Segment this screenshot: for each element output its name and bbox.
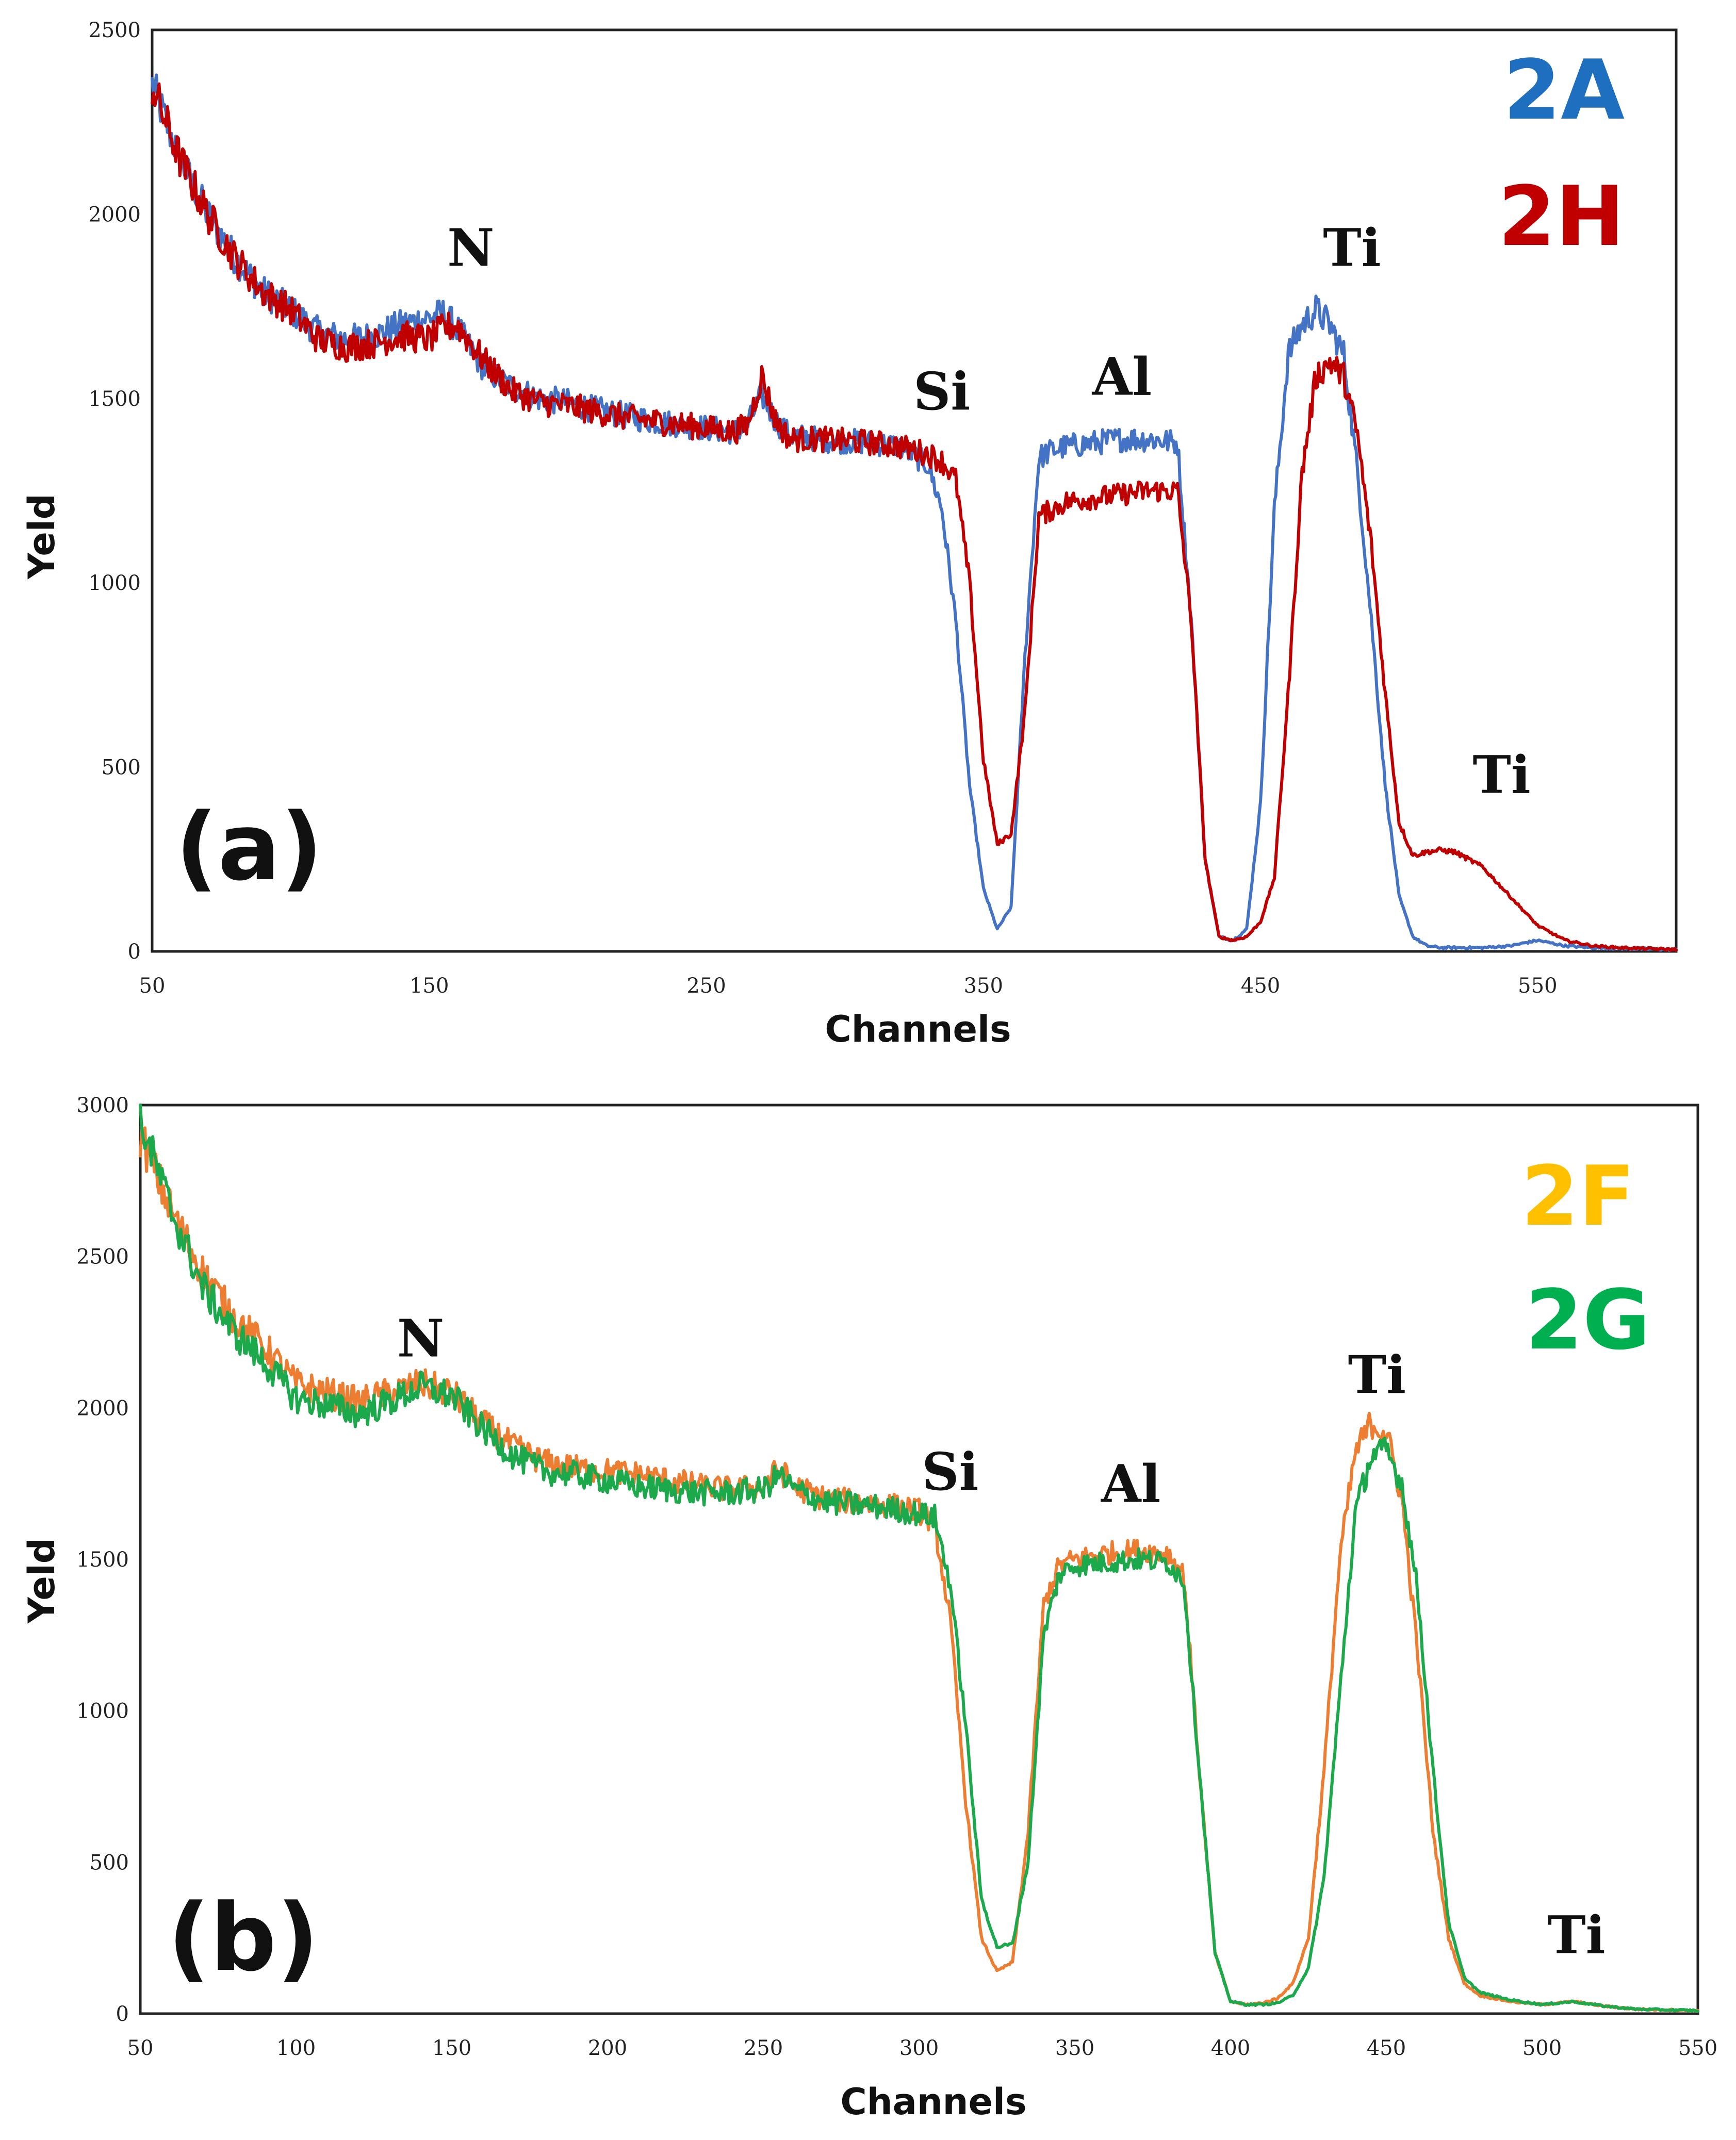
x-ticks-a: 50 150 250 350 450 550 xyxy=(139,974,1558,998)
panel-label-a: (a) xyxy=(175,794,323,901)
x-tick-label: 250 xyxy=(686,974,726,998)
series-layer-b xyxy=(139,1104,1699,2013)
peak-label-ti: Ti xyxy=(1323,217,1381,278)
x-tick-label: 100 xyxy=(276,2036,316,2060)
x-tick-label: 50 xyxy=(127,2036,154,2060)
y-tick-label: 1000 xyxy=(76,1700,129,1723)
y-tick-label: 1000 xyxy=(88,571,141,595)
x-tick-label: 200 xyxy=(588,2036,627,2060)
plot-frame-b xyxy=(139,1104,1699,2015)
peak-label-n: N xyxy=(397,1308,444,1369)
y-tick-label: 500 xyxy=(102,756,141,780)
x-tick-label: 350 xyxy=(1055,2036,1094,2060)
y-axis-title-a: Yeld xyxy=(21,493,63,580)
x-tick-label: 450 xyxy=(1367,2036,1406,2060)
peak-label-ti: Ti xyxy=(1547,1905,1605,1966)
x-tick-label: 350 xyxy=(964,974,1003,998)
y-tick-label: 2500 xyxy=(88,19,141,42)
y-ticks-a: 0 500 1000 1500 2000 2500 xyxy=(88,19,141,964)
x-tick-label: 500 xyxy=(1522,2036,1562,2060)
chart-panel-b: 0 500 1000 1500 2000 2500 3000 50 100 150 200 250 3… xyxy=(21,1094,1717,2123)
series-line-2H xyxy=(151,82,1678,952)
y-tick-label: 3000 xyxy=(76,1094,129,1117)
x-tick-label: 50 xyxy=(139,974,166,998)
peak-labels-a: N Si Al Ti Ti xyxy=(447,217,1531,805)
peak-label-si: Si xyxy=(922,1441,978,1502)
y-tick-label: 2000 xyxy=(88,203,141,226)
x-axis-title-b: Channels xyxy=(840,2081,1026,2123)
series-line-2F xyxy=(139,1126,1699,2013)
x-tick-label: 250 xyxy=(744,2036,783,2060)
y-tick-label: 1500 xyxy=(88,387,141,411)
peak-labels-b: N Si Al Ti Ti xyxy=(397,1308,1606,1965)
y-tick-label: 0 xyxy=(116,2002,129,2026)
x-tick-label: 150 xyxy=(432,2036,471,2060)
x-ticks-b: 50 100 150 200 250 300 350 400 450 500 550 xyxy=(127,2036,1718,2060)
panel-label-b: (b) xyxy=(168,1884,319,1992)
plot-frame-a xyxy=(151,28,1678,953)
legend-entry-2A: 2A xyxy=(1503,42,1625,138)
y-tick-label: 500 xyxy=(90,1851,129,1874)
x-tick-label: 300 xyxy=(899,2036,939,2060)
x-tick-label: 550 xyxy=(1678,2036,1717,2060)
legend-entry-2G: 2G xyxy=(1525,1272,1650,1368)
legend-entry-2H: 2H xyxy=(1498,168,1625,265)
x-tick-label: 150 xyxy=(410,974,449,998)
peak-label-si: Si xyxy=(913,361,970,422)
peak-label-ti: Ti xyxy=(1472,745,1530,805)
series-layer-a xyxy=(151,73,1678,952)
y-tick-label: 2500 xyxy=(76,1245,129,1269)
x-axis-title-a: Channels xyxy=(825,1008,1011,1050)
peak-label-n: N xyxy=(447,217,494,278)
x-tick-label: 550 xyxy=(1518,974,1557,998)
peak-label-al: Al xyxy=(1101,1453,1161,1514)
y-tick-label: 1500 xyxy=(76,1548,129,1572)
legend-entry-2F: 2F xyxy=(1521,1148,1635,1244)
chart-panel-a: 0 500 1000 1500 2000 2500 50 150 250 350 450 550 N… xyxy=(21,19,1678,1050)
peak-label-ti: Ti xyxy=(1348,1344,1406,1405)
series-line-2G xyxy=(139,1104,1699,2013)
x-tick-label: 400 xyxy=(1211,2036,1250,2060)
y-tick-label: 2000 xyxy=(76,1396,129,1420)
y-ticks-b: 0 500 1000 1500 2000 2500 3000 xyxy=(76,1094,129,2026)
x-tick-label: 450 xyxy=(1241,974,1280,998)
y-tick-label: 0 xyxy=(128,940,141,964)
y-axis-title-b: Yeld xyxy=(21,1538,63,1624)
series-line-2A xyxy=(151,73,1678,952)
peak-label-al: Al xyxy=(1092,347,1152,407)
